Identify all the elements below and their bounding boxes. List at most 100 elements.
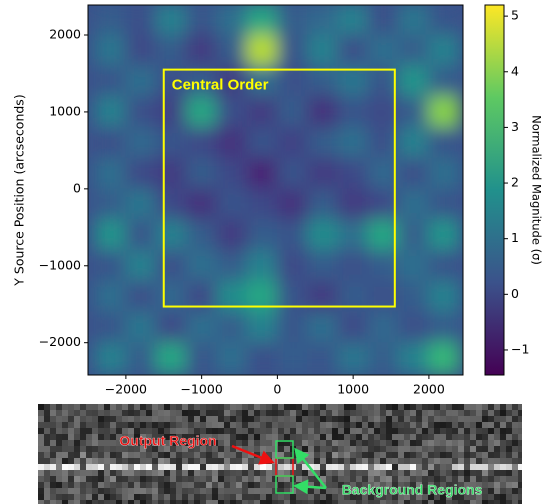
image-pixel <box>422 428 428 434</box>
image-pixel <box>314 410 320 416</box>
image-pixel <box>116 446 122 452</box>
image-pixel <box>350 452 356 458</box>
image-pixel <box>332 428 338 434</box>
image-pixel <box>374 452 380 458</box>
image-pixel <box>488 482 494 488</box>
image-pixel <box>350 440 356 446</box>
image-pixel <box>374 440 380 446</box>
image-pixel <box>464 428 470 434</box>
image-pixel <box>314 482 320 488</box>
image-pixel <box>482 440 488 446</box>
image-pixel <box>326 446 332 452</box>
image-pixel <box>332 458 338 464</box>
heatmap-cell <box>337 249 369 282</box>
image-pixel <box>104 482 110 488</box>
image-pixel <box>398 422 404 428</box>
image-pixel <box>134 422 140 428</box>
image-pixel <box>284 464 290 470</box>
image-pixel <box>518 452 522 458</box>
image-pixel <box>158 434 164 440</box>
image-pixel <box>92 410 98 416</box>
image-pixel <box>194 404 200 410</box>
image-pixel <box>134 488 140 494</box>
image-pixel <box>110 440 116 446</box>
image-pixel <box>206 404 212 410</box>
heatmap-cell <box>367 311 400 344</box>
image-pixel <box>230 428 236 434</box>
image-pixel <box>452 476 458 482</box>
image-pixel <box>518 476 522 482</box>
image-pixel <box>74 452 80 458</box>
image-pixel <box>182 428 188 434</box>
image-pixel <box>146 482 152 488</box>
image-pixel <box>164 410 170 416</box>
colorbar <box>484 4 505 376</box>
image-pixel <box>152 422 158 428</box>
image-pixel <box>62 476 68 482</box>
image-pixel <box>146 410 152 416</box>
image-pixel <box>290 434 296 440</box>
image-pixel <box>212 422 218 428</box>
image-pixel <box>428 470 434 476</box>
image-pixel <box>140 482 146 488</box>
image-pixel <box>68 458 74 464</box>
image-pixel <box>512 476 518 482</box>
image-pixel <box>332 500 338 504</box>
image-pixel <box>482 500 488 504</box>
image-pixel <box>314 440 320 446</box>
image-pixel <box>410 422 416 428</box>
image-pixel <box>464 434 470 440</box>
image-pixel <box>152 452 158 458</box>
image-pixel <box>98 488 104 494</box>
image-pixel <box>344 494 350 500</box>
image-pixel <box>506 446 512 452</box>
image-pixel <box>368 488 374 494</box>
image-pixel <box>218 440 224 446</box>
image-pixel <box>326 440 332 446</box>
image-pixel <box>140 434 146 440</box>
plot-frame <box>87 4 464 376</box>
y-tick-label: −2000 <box>39 334 81 349</box>
image-pixel <box>170 404 176 410</box>
image-pixel <box>392 446 398 452</box>
image-pixel <box>392 452 398 458</box>
image-pixel <box>224 452 230 458</box>
image-pixel <box>356 488 362 494</box>
image-pixel <box>158 464 164 470</box>
image-pixel <box>434 476 440 482</box>
image-pixel <box>212 458 218 464</box>
image-pixel <box>272 446 278 452</box>
image-pixel <box>110 422 116 428</box>
image-pixel <box>56 404 62 410</box>
image-pixel <box>488 428 494 434</box>
image-pixel <box>296 494 302 500</box>
image-pixel <box>494 440 500 446</box>
image-pixel <box>272 428 278 434</box>
image-pixel <box>212 428 218 434</box>
image-pixel <box>56 482 62 488</box>
image-pixel <box>458 476 464 482</box>
image-pixel <box>194 434 200 440</box>
image-pixel <box>266 500 272 504</box>
image-pixel <box>50 482 56 488</box>
image-pixel <box>50 422 56 428</box>
image-pixel <box>242 470 248 476</box>
image-pixel <box>500 452 506 458</box>
image-pixel <box>320 488 326 494</box>
image-pixel <box>482 476 488 482</box>
image-pixel <box>314 500 320 504</box>
image-pixel <box>224 440 230 446</box>
image-pixel <box>440 434 446 440</box>
image-pixel <box>140 428 146 434</box>
image-pixel <box>338 500 344 504</box>
image-pixel <box>176 440 182 446</box>
image-pixel <box>146 416 152 422</box>
image-pixel <box>296 464 302 470</box>
image-pixel <box>134 458 140 464</box>
image-pixel <box>398 410 404 416</box>
image-pixel <box>152 500 158 504</box>
image-pixel <box>92 476 98 482</box>
image-pixel <box>416 404 422 410</box>
heatmap-cell <box>337 34 369 67</box>
heatmap-cell <box>398 188 430 221</box>
